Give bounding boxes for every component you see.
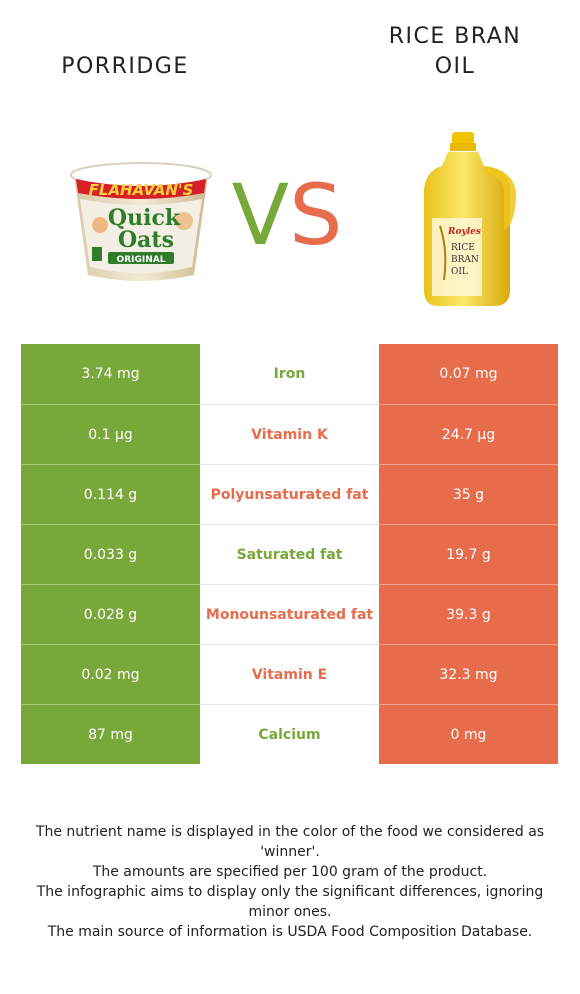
nutrient-name: Saturated fat bbox=[200, 524, 379, 584]
nutrient-row: 0.02 mg Vitamin E 32.3 mg bbox=[21, 644, 558, 704]
nutrient-row: 87 mg Calcium 0 mg bbox=[21, 704, 558, 764]
left-value: 0.02 mg bbox=[21, 644, 200, 704]
oil-label-1: RICE bbox=[451, 243, 475, 253]
porridge-variant: ORIGINAL bbox=[117, 255, 166, 265]
right-value: 24.7 µg bbox=[379, 404, 558, 464]
oil-label-2: BRAN bbox=[451, 255, 479, 265]
oil-brand: Royles bbox=[447, 227, 481, 237]
nutrient-name: Monounsaturated fat bbox=[200, 584, 379, 644]
footer-line-3: The infographic aims to display only the… bbox=[36, 884, 544, 920]
oil-label-3: OIL bbox=[451, 267, 468, 277]
nutrient-name: Vitamin E bbox=[200, 644, 379, 704]
nutrient-name: Calcium bbox=[200, 704, 379, 764]
versus-v: V bbox=[231, 166, 290, 264]
left-food-title: PORRIDGE bbox=[61, 54, 189, 79]
left-value: 0.033 g bbox=[21, 524, 200, 584]
oil-bottle-icon: Royles RICE BRAN OIL bbox=[424, 132, 517, 306]
footer-line-1: The nutrient name is displayed in the co… bbox=[35, 824, 545, 860]
right-value: 32.3 mg bbox=[379, 644, 558, 704]
right-food-title-line2: OIL bbox=[434, 54, 476, 79]
nutrient-row: 0.028 g Monounsaturated fat 39.3 g bbox=[21, 584, 558, 644]
porridge-line2: Oats bbox=[118, 227, 174, 253]
nutrient-row: 0.114 g Polyunsaturated fat 35 g bbox=[21, 464, 558, 524]
nutrient-row: 0.033 g Saturated fat 19.7 g bbox=[21, 524, 558, 584]
left-value: 3.74 mg bbox=[21, 344, 200, 404]
nutrient-name: Iron bbox=[200, 344, 379, 404]
nutrient-row: 0.1 µg Vitamin K 24.7 µg bbox=[21, 404, 558, 464]
nutrient-name: Polyunsaturated fat bbox=[200, 464, 379, 524]
left-value: 0.114 g bbox=[21, 464, 200, 524]
footer-notes: The nutrient name is displayed in the co… bbox=[20, 822, 560, 942]
footer-line-2: The amounts are specified per 100 gram o… bbox=[92, 864, 488, 880]
porridge-brand: FLAHAVAN'S bbox=[89, 181, 194, 199]
versus-s: S bbox=[289, 166, 343, 264]
right-value: 0 mg bbox=[379, 704, 558, 764]
left-value: 0.1 µg bbox=[21, 404, 200, 464]
right-food-title: RICE BRAN OIL bbox=[360, 22, 550, 82]
left-value: 87 mg bbox=[21, 704, 200, 764]
porridge-line1: Quick bbox=[108, 205, 181, 231]
left-value: 0.028 g bbox=[21, 584, 200, 644]
porridge-cup-icon: FLAHAVAN'S Quick Oats ORIGINAL bbox=[70, 162, 212, 281]
right-food-title-line1: RICE BRAN bbox=[388, 24, 522, 49]
nutrient-row: 3.74 mg Iron 0.07 mg bbox=[21, 344, 558, 404]
right-value: 35 g bbox=[379, 464, 558, 524]
right-value: 39.3 g bbox=[379, 584, 558, 644]
right-value: 0.07 mg bbox=[379, 344, 558, 404]
versus-label: VS bbox=[222, 165, 352, 265]
right-value: 19.7 g bbox=[379, 524, 558, 584]
nutrient-comparison-table: 3.74 mg Iron 0.07 mg 0.1 µg Vitamin K 24.7 µg… bbox=[21, 344, 558, 764]
footer-line-4: The main source of information is USDA F… bbox=[47, 924, 533, 940]
nutrient-name: Vitamin K bbox=[200, 404, 379, 464]
